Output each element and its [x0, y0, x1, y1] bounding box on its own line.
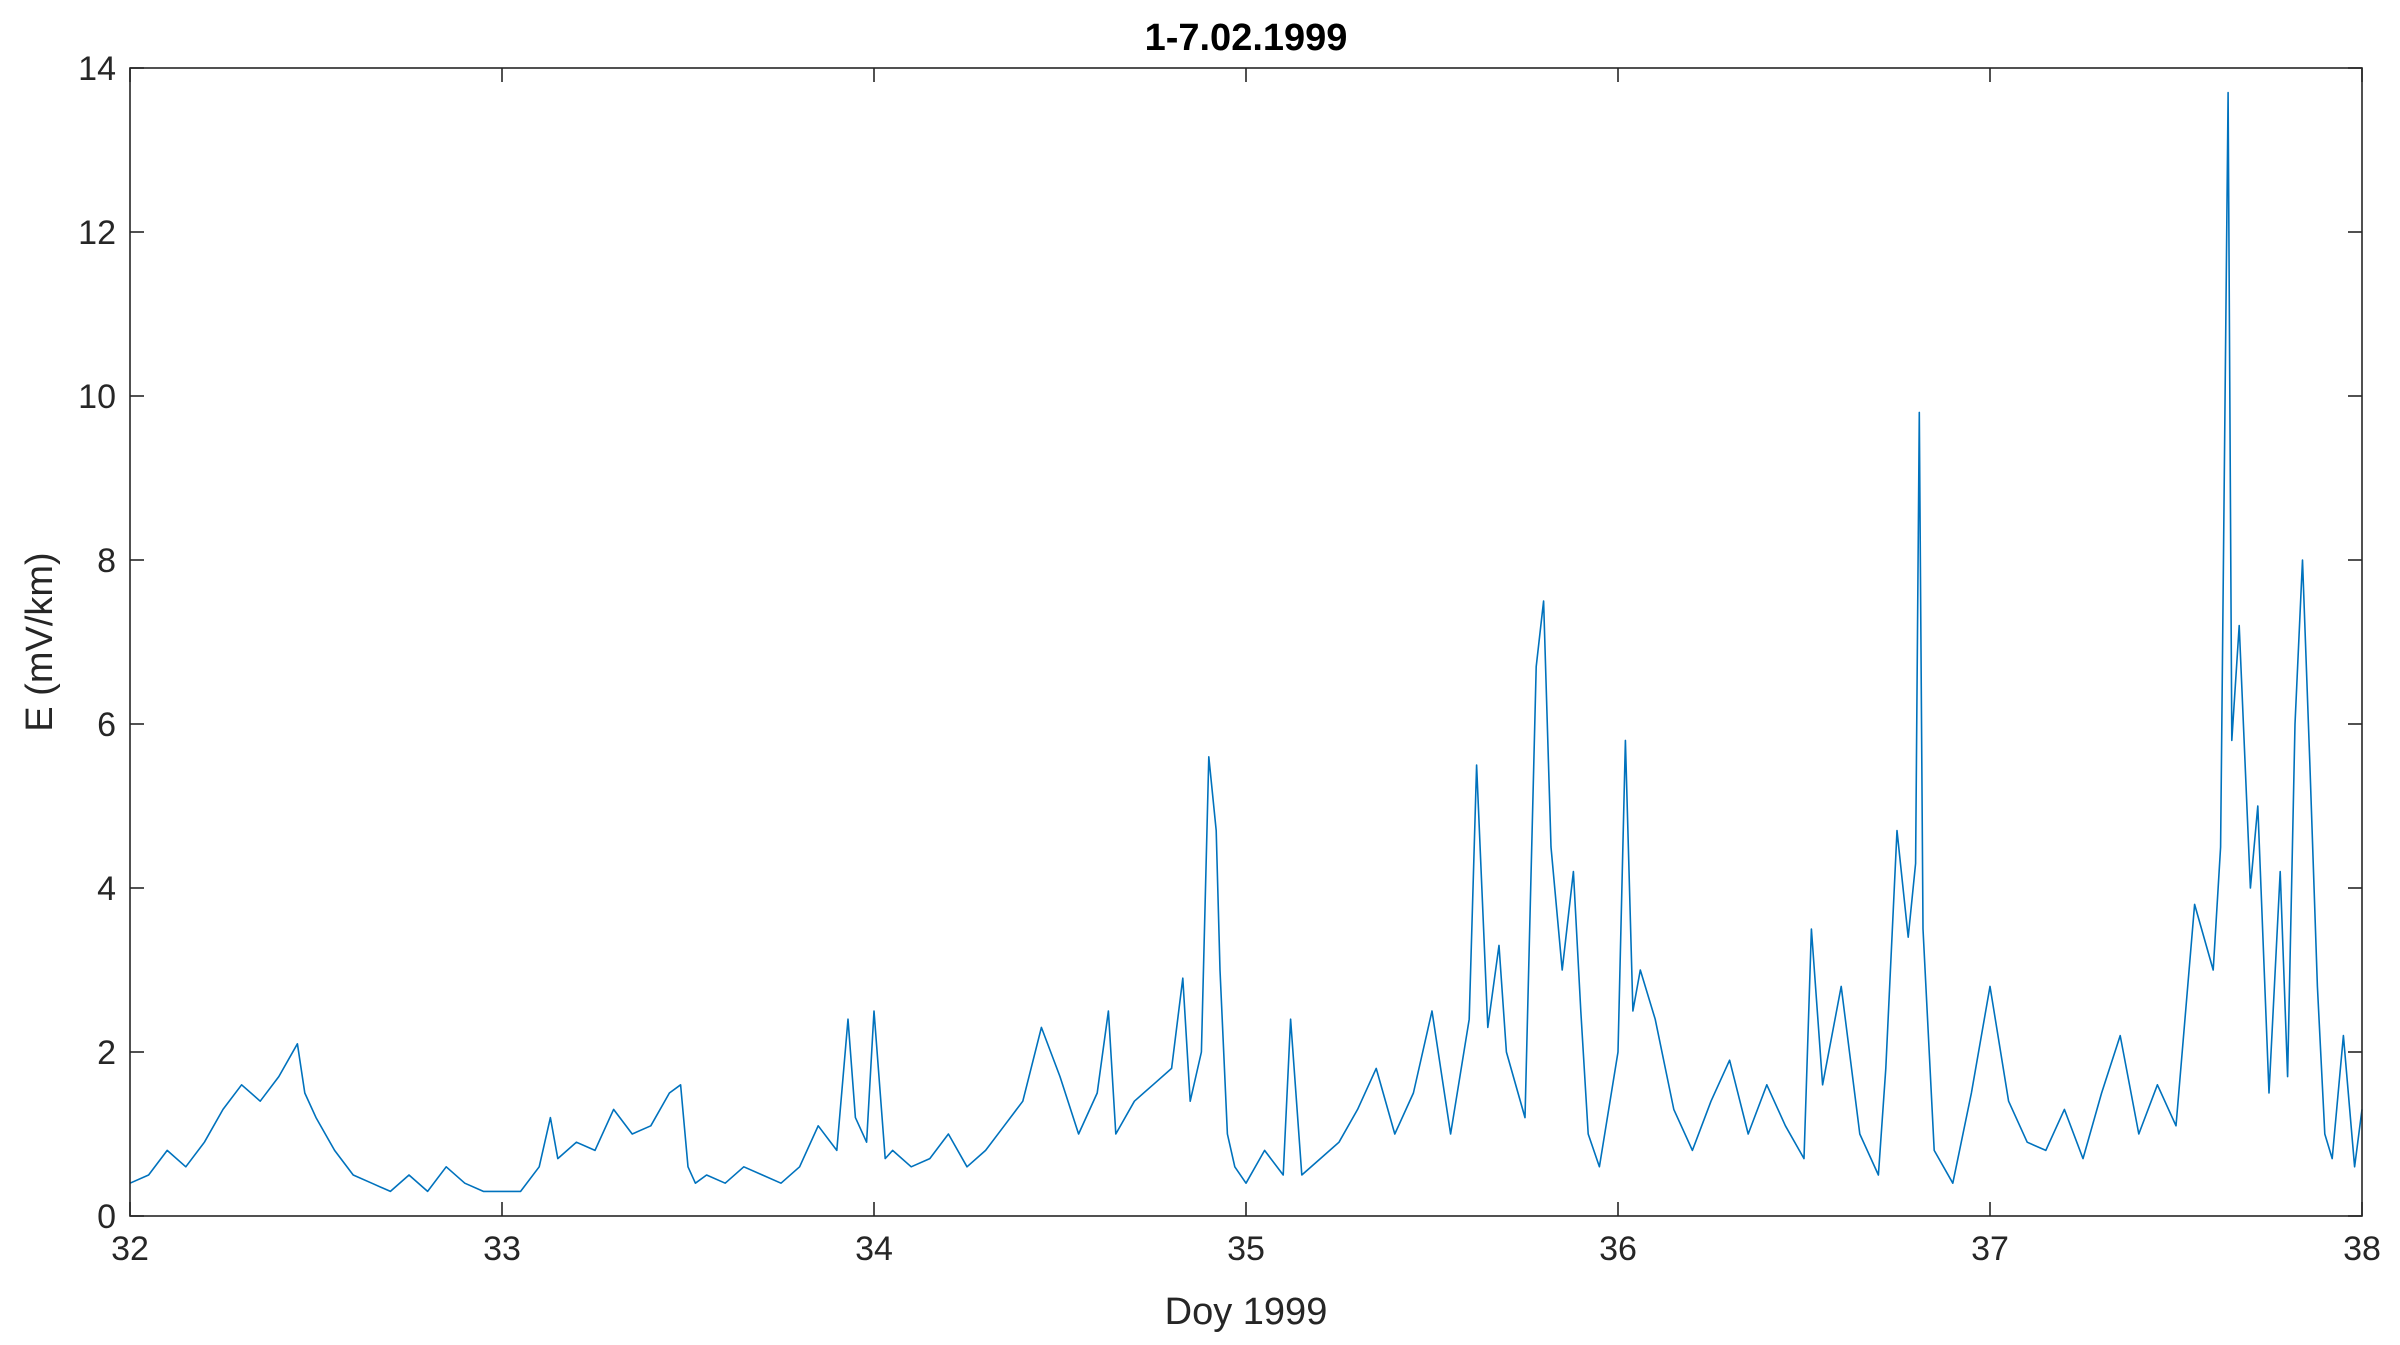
x-tick-label-37: 37 — [1971, 1230, 2009, 1268]
x-tick-label-34: 34 — [855, 1230, 893, 1268]
y-tick-label-14: 14 — [78, 50, 116, 88]
plot-area — [130, 68, 2362, 1216]
series-line-1 — [129, 91, 2363, 1193]
x-tick-label-35: 35 — [1227, 1230, 1265, 1268]
chart-title: 1-7.02.1999 — [1145, 17, 1348, 59]
x-axis-ticks: 32 33 34 35 36 37 38 — [111, 68, 2381, 1268]
x-tick-label-36: 36 — [1599, 1230, 1637, 1268]
x-tick-label-38: 38 — [2343, 1230, 2381, 1268]
series-layer — [129, 91, 2363, 1193]
y-tick-label-4: 4 — [97, 870, 116, 908]
y-tick-label-0: 0 — [97, 1198, 116, 1236]
y-axis-label: E (mV/km) — [19, 552, 61, 731]
y-tick-label-6: 6 — [97, 706, 116, 744]
y-tick-label-10: 10 — [78, 378, 116, 416]
x-tick-label-33: 33 — [483, 1230, 521, 1268]
y-tick-label-12: 12 — [78, 214, 116, 252]
y-tick-label-8: 8 — [97, 542, 116, 580]
y-axis-ticks: 0 2 4 6 8 10 12 14 — [78, 50, 2362, 1236]
x-tick-label-32: 32 — [111, 1230, 149, 1268]
y-tick-label-2: 2 — [97, 1034, 116, 1072]
x-axis-label: Doy 1999 — [1165, 1291, 1328, 1333]
